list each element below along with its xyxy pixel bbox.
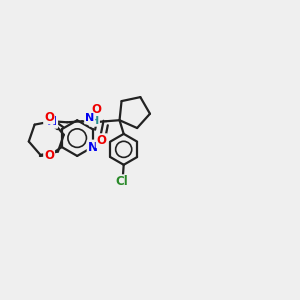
Text: H: H [90,116,99,126]
Text: N: N [47,115,57,128]
Text: O: O [92,103,102,116]
Text: Cl: Cl [116,175,129,188]
Text: O: O [44,149,54,162]
Text: N: N [85,113,94,123]
Text: N: N [88,140,98,154]
Text: O: O [97,134,107,147]
Text: O: O [44,110,54,124]
